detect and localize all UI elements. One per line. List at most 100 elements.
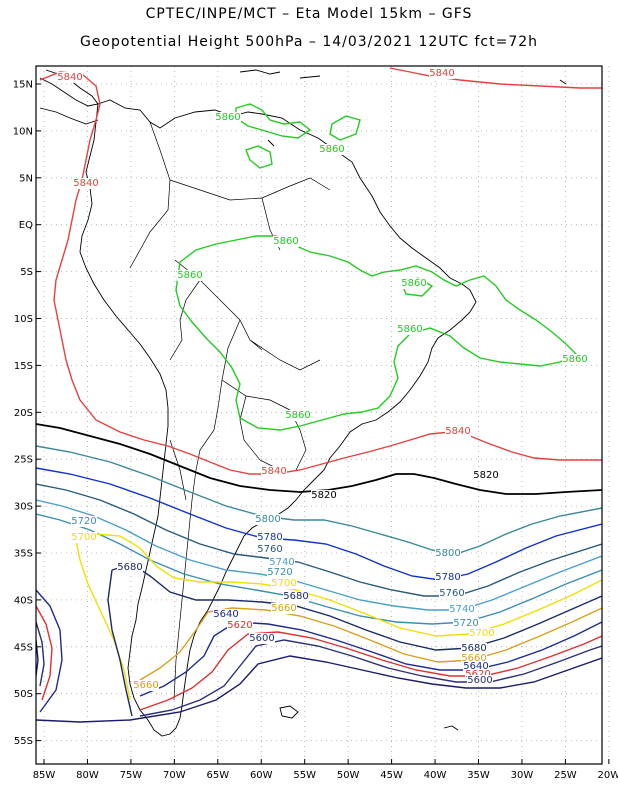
lon-tick-label: 65W [206, 770, 229, 781]
axis-ticks: 15N 10N 5N EQ 5S 10S 15S 20S 25S 30S 35S 40S 45S 50S 5… [13, 80, 618, 782]
contour-5840-north [39, 71, 602, 475]
contour-label: 5640 [213, 609, 238, 620]
contour-5620 [36, 605, 53, 701]
contour-label-bg [461, 643, 487, 654]
contour-label-bg [215, 112, 241, 123]
falkland-islands [279, 705, 299, 719]
contour-label-bg [71, 532, 97, 543]
lat-tick-label: 30S [14, 502, 33, 513]
contour-label: 5860 [215, 112, 240, 123]
contour-label-bg [449, 604, 475, 615]
lon-tick-label: 35W [467, 770, 490, 781]
contour-label: 5640 [463, 661, 488, 672]
south-georgia [443, 725, 459, 731]
contour-labels: 5840 5840 5860 5860 5840 5860 5860 5860 5860 5860… [57, 68, 588, 691]
map-title-line-2: Geopotential Height 500hPa – 14/03/2021 … [79, 34, 539, 50]
contour-label: 5800 [255, 514, 280, 525]
contour-label: 5780 [257, 532, 282, 543]
lat-tick-label: 45S [14, 642, 33, 653]
lat-tick-label: EQ [19, 220, 33, 231]
contour-label-bg [435, 572, 461, 583]
lon-tick-label: 60W [250, 770, 273, 781]
contour-5600-east [139, 639, 602, 717]
lon-tick-label: 50W [337, 770, 360, 781]
contour-5840-top [389, 67, 602, 89]
contour-label-bg [319, 144, 345, 155]
contour-5860-main [175, 235, 578, 431]
contour-label: 5680 [283, 591, 308, 602]
contour-label-bg [213, 609, 239, 620]
lon-tick-label: 30W [511, 770, 534, 781]
contour-label-bg [429, 68, 455, 79]
lon-tick-label: 40W [424, 770, 447, 781]
contour-5600 [36, 621, 45, 687]
contour-5860-north [235, 103, 312, 139]
central-america-coast-2 [39, 107, 99, 125]
contour-label-bg [271, 578, 297, 589]
contour-label-bg [283, 591, 309, 602]
lat-tick-label: 35S [14, 549, 33, 560]
contour-label-bg [73, 178, 99, 189]
contour-label-bg [71, 516, 97, 527]
contour-label: 5860 [401, 278, 426, 289]
lat-tick-label: 10S [14, 314, 33, 325]
contour-label: 5680 [461, 643, 486, 654]
contour-label: 5740 [269, 557, 294, 568]
contour-label: 5860 [397, 324, 422, 335]
contour-label: 5620 [227, 620, 252, 631]
lon-tick-label: 70W [163, 770, 186, 781]
lon-tick-label: 20W [598, 770, 618, 781]
contour-5660 [139, 607, 602, 681]
contour-label: 5840 [73, 178, 98, 189]
contour-5580-east [36, 655, 602, 723]
contour-label: 5860 [273, 236, 298, 247]
lat-tick-label: 25S [14, 455, 33, 466]
lat-tick-label: 20S [14, 408, 33, 419]
contour-5620-east [139, 631, 602, 711]
contour-label: 5720 [267, 567, 292, 578]
contour-5700 [75, 533, 602, 637]
contour-5860-north-3 [245, 145, 273, 169]
lat-tick-label: 5S [20, 267, 33, 278]
lat-tick-label: 15N [13, 80, 33, 91]
lon-tick-label: 55W [293, 770, 316, 781]
contour-label: 5840 [429, 68, 454, 79]
contour-label: 5600 [249, 633, 274, 644]
contour-label: 5660 [461, 653, 486, 664]
contour-5680-west [107, 569, 133, 717]
contour-label-bg [562, 354, 588, 365]
contour-label-bg [461, 653, 487, 664]
contour-5780 [36, 467, 602, 581]
contour-label: 5800 [435, 548, 460, 559]
contour-label-bg [227, 620, 253, 631]
geopotential-contours [36, 67, 602, 723]
contour-label-bg [453, 618, 479, 629]
country-borders [129, 121, 331, 701]
lon-tick-label: 85W [33, 770, 56, 781]
map-title-line-1: CPTEC/INPE/MCT – Eta Model 15km – GFS [145, 6, 473, 22]
lat-tick-label: 5N [19, 173, 33, 184]
contour-label: 5760 [439, 588, 464, 599]
contour-label-bg [473, 470, 499, 481]
contour-label-bg [397, 324, 423, 335]
contour-label-bg [255, 514, 281, 525]
contour-label: 5820 [473, 470, 498, 481]
contour-label: 5680 [117, 562, 142, 573]
contour-label: 5860 [562, 354, 587, 365]
map-frame [35, 65, 603, 765]
contour-label: 5700 [271, 578, 296, 589]
contour-label-bg [267, 567, 293, 578]
contour-label-bg [273, 236, 299, 247]
contour-label: 5860 [319, 144, 344, 155]
contour-label-bg [439, 588, 465, 599]
contour-label-bg [177, 270, 203, 281]
contour-label: 5620 [465, 669, 490, 680]
contour-label-bg [133, 680, 159, 691]
lat-tick-label: 40S [14, 595, 33, 606]
contour-label: 5840 [445, 426, 470, 437]
contour-5700-west [75, 539, 131, 701]
contour-5740 [36, 499, 602, 611]
contour-label: 5660 [271, 603, 296, 614]
contour-label: 5600 [467, 675, 492, 686]
south-america-coastline [79, 99, 477, 737]
